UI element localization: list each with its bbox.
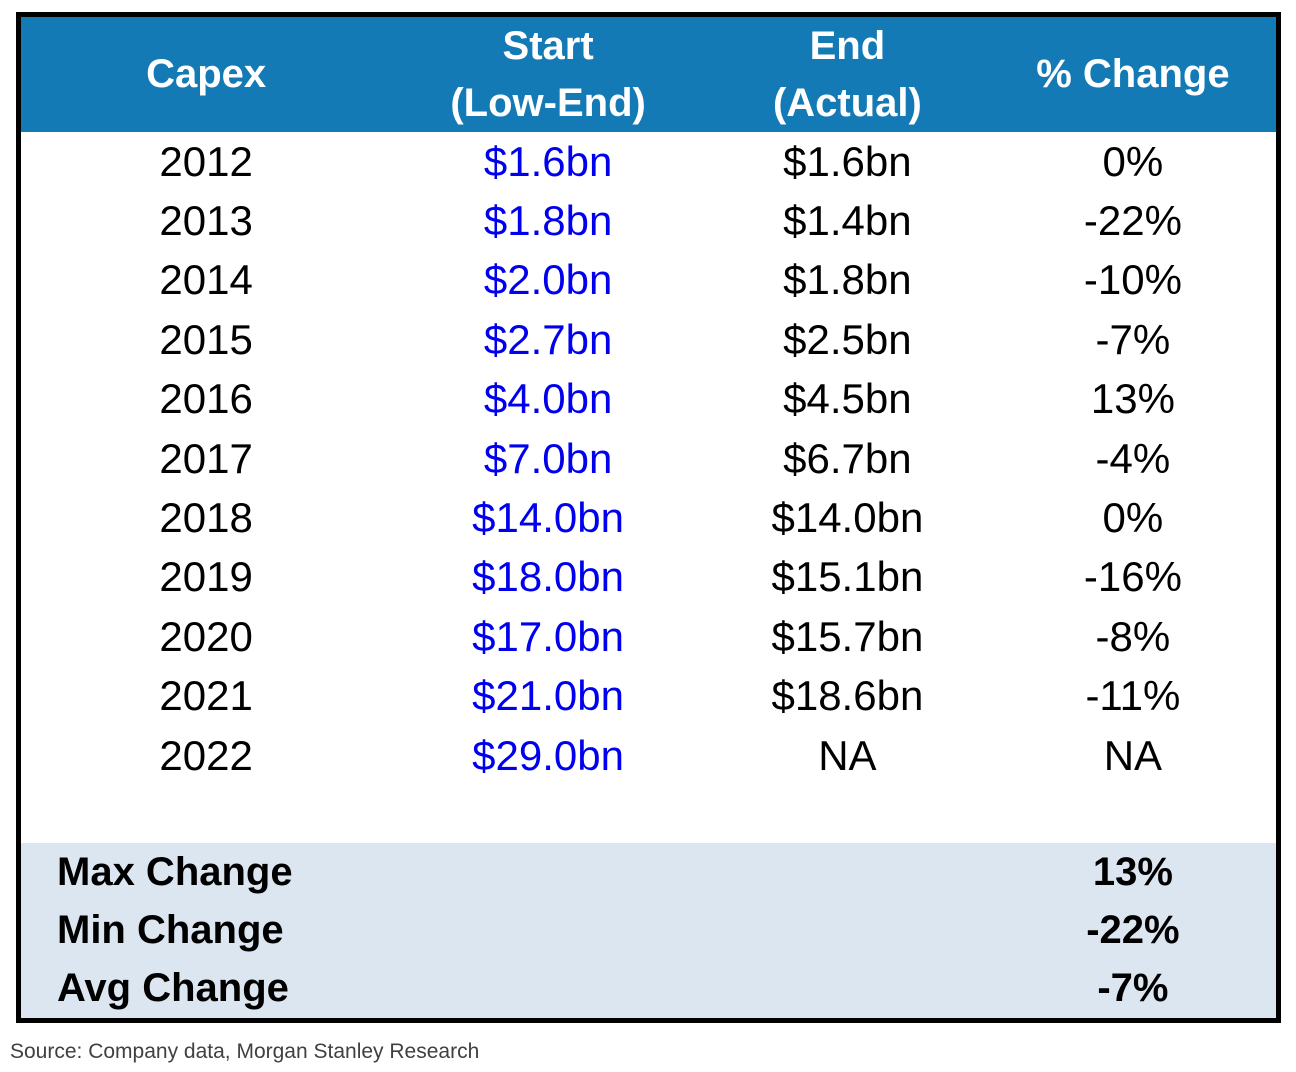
percent-change-cell: NA — [1103, 731, 1163, 779]
header-start-low-end: Start (Low-End) — [391, 18, 705, 132]
table-row: 2020 $17.0bn $15.7bn -8% — [21, 607, 1276, 666]
end-actual-cell: $15.7bn — [771, 612, 924, 660]
table-row: 2012 $1.6bn $1.6bn 0% — [21, 132, 1276, 191]
header-percent-change: % Change — [990, 52, 1276, 97]
start-low-end-cell: $18.0bn — [472, 553, 624, 601]
table-blank-gap — [21, 785, 1276, 843]
start-low-end-cell: $1.6bn — [483, 137, 613, 185]
end-actual-cell: $2.5bn — [783, 315, 912, 363]
table-row: 2015 $2.7bn $2.5bn -7% — [21, 310, 1276, 369]
table-header-row: Capex Start (Low-End) End (Actual) % Cha… — [21, 17, 1276, 132]
header-end-line1: End — [809, 23, 886, 68]
summary-value: -7% — [1097, 966, 1169, 1011]
percent-change-cell: -4% — [1095, 434, 1171, 482]
header-start-line2: (Low-End) — [450, 80, 646, 125]
end-actual-cell: $1.8bn — [783, 256, 912, 304]
table-row: 2016 $4.0bn $4.5bn 13% — [21, 370, 1276, 429]
header-capex: Capex — [21, 52, 391, 97]
start-low-end-cell: $2.7bn — [483, 315, 613, 363]
start-low-end-cell: $21.0bn — [472, 672, 624, 720]
start-low-end-cell: $14.0bn — [472, 494, 624, 542]
year-cell: 2019 — [159, 553, 253, 601]
end-actual-cell: $1.4bn — [783, 197, 912, 245]
table-row: 2013 $1.8bn $1.4bn -22% — [21, 191, 1276, 250]
year-cell: 2013 — [159, 197, 253, 245]
summary-row: Min Change -22% — [21, 901, 1276, 959]
header-capex-label: Capex — [146, 52, 267, 96]
summary-label: Min Change — [57, 907, 284, 952]
year-cell: 2017 — [159, 434, 253, 482]
percent-change-cell: -22% — [1083, 197, 1182, 245]
start-low-end-cell: $7.0bn — [483, 434, 613, 482]
end-actual-cell: $15.1bn — [771, 553, 924, 601]
start-low-end-cell: $29.0bn — [472, 731, 624, 779]
table-row: 2019 $18.0bn $15.1bn -16% — [21, 548, 1276, 607]
table-row: 2017 $7.0bn $6.7bn -4% — [21, 429, 1276, 488]
summary-label: Max Change — [57, 849, 293, 894]
summary-block: Max Change 13% Min Change -22% Avg Chang… — [21, 843, 1276, 1018]
start-low-end-cell: $17.0bn — [472, 612, 624, 660]
end-actual-cell: NA — [818, 731, 877, 779]
percent-change-cell: -10% — [1083, 256, 1182, 304]
table-row: 2018 $14.0bn $14.0bn 0% — [21, 488, 1276, 547]
summary-value: 13% — [1092, 849, 1173, 894]
table-row: 2014 $2.0bn $1.8bn -10% — [21, 251, 1276, 310]
summary-row: Avg Change -7% — [21, 960, 1276, 1018]
percent-change-cell: 0% — [1102, 494, 1164, 542]
table-row: 2021 $21.0bn $18.6bn -11% — [21, 667, 1276, 726]
percent-change-cell: 0% — [1102, 137, 1164, 185]
year-cell: 2015 — [159, 315, 253, 363]
percent-change-cell: -16% — [1083, 553, 1182, 601]
year-cell: 2020 — [159, 612, 253, 660]
end-actual-cell: $4.5bn — [783, 375, 912, 423]
header-end-actual: End (Actual) — [705, 18, 990, 132]
header-start-line1: Start — [502, 23, 594, 68]
table-body: 2012 $1.6bn $1.6bn 0% 2013 $1.8bn $1.4bn… — [21, 132, 1276, 785]
start-low-end-cell: $1.8bn — [483, 197, 613, 245]
year-cell: 2018 — [159, 494, 253, 542]
table-row: 2022 $29.0bn NA NA — [21, 726, 1276, 785]
end-actual-cell: $14.0bn — [771, 494, 924, 542]
percent-change-cell: -11% — [1085, 672, 1181, 720]
summary-label: Avg Change — [57, 966, 289, 1011]
year-cell: 2014 — [159, 256, 253, 304]
start-low-end-cell: $2.0bn — [483, 256, 613, 304]
percent-change-cell: 13% — [1090, 375, 1175, 423]
source-attribution: Source: Company data, Morgan Stanley Res… — [10, 1040, 480, 1063]
start-low-end-cell: $4.0bn — [483, 375, 613, 423]
capex-table: Capex Start (Low-End) End (Actual) % Cha… — [16, 12, 1281, 1023]
summary-value: -22% — [1086, 907, 1180, 952]
percent-change-cell: -8% — [1095, 612, 1171, 660]
end-actual-cell: $1.6bn — [783, 137, 912, 185]
year-cell: 2022 — [159, 731, 253, 779]
end-actual-cell: $6.7bn — [783, 434, 912, 482]
percent-change-cell: -7% — [1095, 315, 1171, 363]
end-actual-cell: $18.6bn — [771, 672, 924, 720]
year-cell: 2012 — [159, 137, 253, 185]
summary-row: Max Change 13% — [21, 843, 1276, 901]
header-end-line2: (Actual) — [772, 80, 922, 125]
year-cell: 2016 — [159, 375, 253, 423]
header-percent-change-label: % Change — [1036, 52, 1230, 96]
year-cell: 2021 — [159, 672, 253, 720]
